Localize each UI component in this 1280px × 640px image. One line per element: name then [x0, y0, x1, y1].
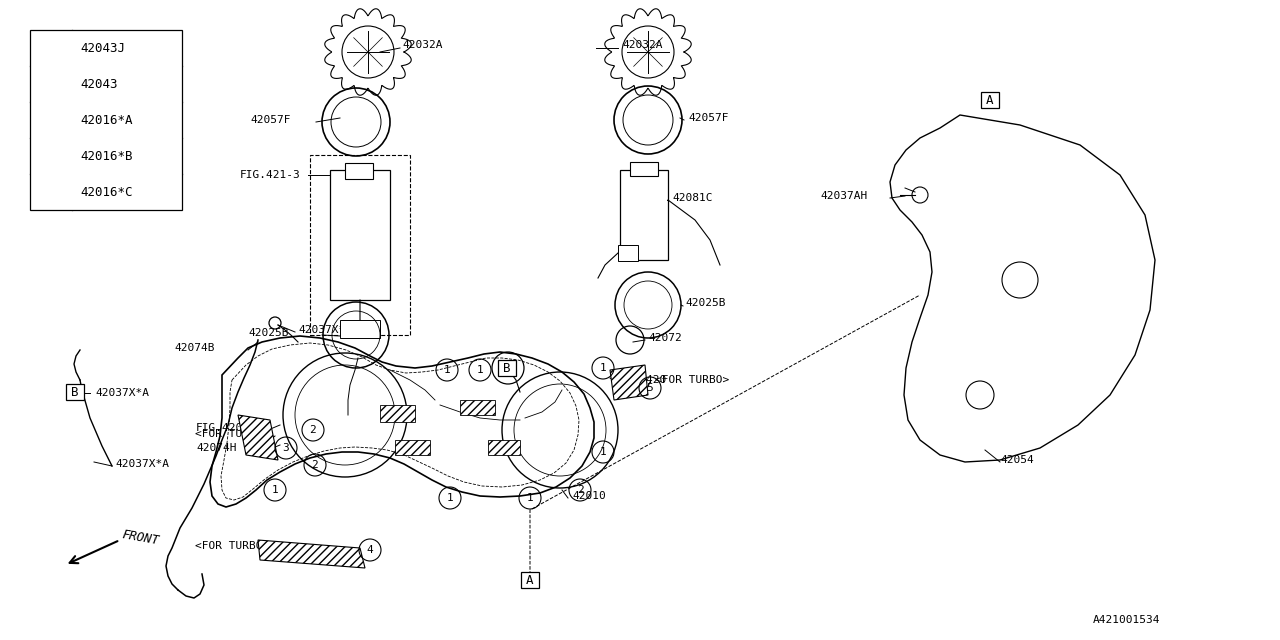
Text: 1: 1	[444, 365, 451, 375]
Polygon shape	[488, 440, 520, 455]
Text: A: A	[526, 573, 534, 586]
Bar	[618, 245, 637, 261]
Text: 42037X*A: 42037X*A	[95, 388, 148, 398]
Text: FIG.420: FIG.420	[196, 423, 243, 433]
Bar	[67, 384, 84, 400]
Text: A: A	[987, 93, 993, 106]
Text: 2: 2	[311, 460, 319, 470]
Polygon shape	[210, 336, 594, 507]
Text: 42016*A: 42016*A	[79, 113, 133, 127]
Text: 42010: 42010	[572, 491, 605, 501]
Text: A421001534: A421001534	[1093, 615, 1160, 625]
Bar	[980, 92, 998, 108]
Bar	[620, 170, 668, 260]
Polygon shape	[238, 415, 278, 460]
Text: 42037X*A: 42037X*A	[115, 459, 169, 469]
Text: 3: 3	[283, 443, 289, 453]
Text: FIG.420: FIG.420	[620, 375, 667, 385]
Text: 3: 3	[47, 113, 55, 127]
Text: 42016*C: 42016*C	[79, 186, 133, 198]
Text: 2: 2	[310, 425, 316, 435]
Bar	[521, 572, 539, 588]
Bar	[340, 320, 380, 338]
Text: 5: 5	[646, 383, 653, 393]
Text: 4: 4	[47, 150, 55, 163]
Text: 42037X*B: 42037X*B	[298, 325, 352, 335]
Text: <FOR TURBO>: <FOR TURBO>	[195, 429, 269, 439]
Text: 4: 4	[366, 545, 374, 555]
Bar	[498, 360, 516, 376]
Text: 42072: 42072	[648, 333, 682, 343]
Text: 1: 1	[476, 365, 484, 375]
Polygon shape	[380, 405, 415, 422]
Polygon shape	[460, 400, 495, 415]
Text: 42037AH: 42037AH	[820, 191, 868, 201]
Text: 1: 1	[599, 363, 607, 373]
Polygon shape	[611, 365, 648, 400]
Text: 2: 2	[47, 77, 55, 90]
Text: B: B	[72, 385, 79, 399]
Text: <FOR TURBO>: <FOR TURBO>	[655, 375, 730, 385]
Text: <FOR TURBO>: <FOR TURBO>	[195, 541, 269, 551]
Text: 1: 1	[271, 485, 278, 495]
Bar	[346, 163, 372, 179]
Text: 42057F: 42057F	[689, 113, 728, 123]
Polygon shape	[396, 440, 430, 455]
Text: FRONT: FRONT	[120, 529, 160, 548]
Text: 42057F: 42057F	[250, 115, 291, 125]
Text: B: B	[503, 362, 511, 374]
Text: 5: 5	[47, 186, 55, 198]
Text: 1: 1	[447, 493, 453, 503]
Text: 42054: 42054	[1000, 455, 1034, 465]
Text: 42032A: 42032A	[402, 40, 443, 50]
Bar	[29, 30, 182, 210]
Text: 1: 1	[599, 447, 607, 457]
Text: 42081C: 42081C	[672, 193, 713, 203]
Polygon shape	[259, 540, 365, 568]
Text: 1: 1	[526, 493, 534, 503]
Text: 42025B: 42025B	[248, 328, 288, 338]
Text: 42025B: 42025B	[685, 298, 726, 308]
Text: 42074B: 42074B	[174, 343, 215, 353]
Bar	[330, 170, 390, 300]
Polygon shape	[890, 115, 1155, 462]
Bar	[630, 162, 658, 176]
Text: 2: 2	[576, 485, 584, 495]
Text: 42043: 42043	[79, 77, 118, 90]
Text: 42074H: 42074H	[196, 443, 237, 453]
Text: 42016*B: 42016*B	[79, 150, 133, 163]
Text: 42043J: 42043J	[79, 42, 125, 54]
Text: 1: 1	[47, 42, 55, 54]
Text: FIG.421-3: FIG.421-3	[241, 170, 301, 180]
Bar	[310, 155, 410, 335]
Text: 42032A: 42032A	[622, 40, 663, 50]
